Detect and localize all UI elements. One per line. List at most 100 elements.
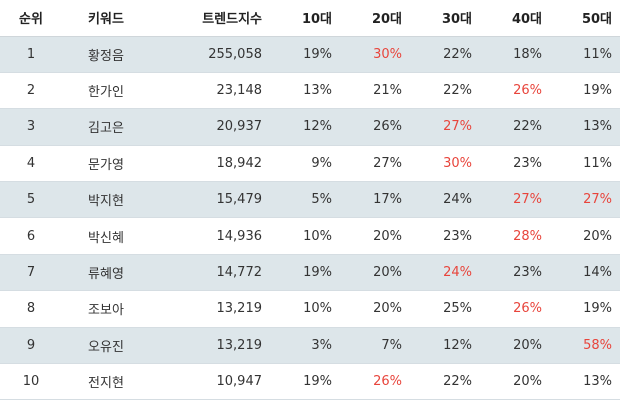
rank-cell: 3 — [0, 108, 62, 146]
trend-index-cell: 13,219 — [150, 290, 270, 328]
table-row: 1 황정음 255,058 19% 30% 22% 18% 11% — [0, 36, 620, 73]
age-40s-cell: 28% — [480, 217, 550, 255]
age-30s-cell: 12% — [410, 327, 480, 365]
rank-cell: 5 — [0, 181, 62, 219]
table-row: 6 박신혜 14,936 10% 20% 23% 28% 20% — [0, 217, 620, 255]
trend-index-cell: 23,148 — [150, 72, 270, 110]
trend-index-cell: 18,942 — [150, 145, 270, 183]
age-20s-cell: 21% — [340, 72, 410, 110]
table-row: 2 한가인 23,148 13% 21% 22% 26% 19% — [0, 72, 620, 110]
table-row: 4 문가영 18,942 9% 27% 30% 23% 11% — [0, 145, 620, 183]
age-30s-cell: 25% — [410, 290, 480, 328]
header-keyword: 키워드 — [62, 0, 150, 37]
age-30s-cell: 27% — [410, 108, 480, 146]
table-row: 9 오유진 13,219 3% 7% 12% 20% 58% — [0, 327, 620, 365]
age-20s-cell: 26% — [340, 108, 410, 146]
rank-cell: 9 — [0, 327, 62, 365]
header-trend-index: 트렌드지수 — [150, 0, 270, 37]
age-10s-cell: 12% — [270, 108, 340, 146]
age-10s-cell: 19% — [270, 254, 340, 292]
keyword-cell: 박신혜 — [62, 217, 150, 255]
trend-index-cell: 10,947 — [150, 363, 270, 400]
age-20s-cell: 26% — [340, 363, 410, 400]
age-40s-cell: 20% — [480, 327, 550, 365]
age-40s-cell: 23% — [480, 254, 550, 292]
table-row: 10 전지현 10,947 19% 26% 22% 20% 13% — [0, 363, 620, 400]
rank-cell: 8 — [0, 290, 62, 328]
age-30s-cell: 22% — [410, 72, 480, 110]
table-row: 3 김고은 20,937 12% 26% 27% 22% 13% — [0, 108, 620, 146]
keyword-cell: 문가영 — [62, 145, 150, 183]
age-50s-cell: 13% — [550, 363, 620, 400]
age-20s-cell: 17% — [340, 181, 410, 219]
age-10s-cell: 13% — [270, 72, 340, 110]
age-10s-cell: 9% — [270, 145, 340, 183]
header-age-40s: 40대 — [480, 0, 550, 37]
rank-cell: 4 — [0, 145, 62, 183]
age-30s-cell: 23% — [410, 217, 480, 255]
table-row: 7 류혜영 14,772 19% 20% 24% 23% 14% — [0, 254, 620, 292]
age-30s-cell: 24% — [410, 181, 480, 219]
age-50s-cell: 58% — [550, 327, 620, 365]
age-30s-cell: 22% — [410, 36, 480, 73]
trend-index-cell: 13,219 — [150, 327, 270, 365]
age-50s-cell: 11% — [550, 36, 620, 73]
age-20s-cell: 20% — [340, 290, 410, 328]
header-rank: 순위 — [0, 0, 62, 37]
rank-cell: 7 — [0, 254, 62, 292]
keyword-cell: 조보아 — [62, 290, 150, 328]
header-age-30s: 30대 — [410, 0, 480, 37]
header-age-20s: 20대 — [340, 0, 410, 37]
age-50s-cell: 13% — [550, 108, 620, 146]
age-40s-cell: 26% — [480, 72, 550, 110]
age-50s-cell: 27% — [550, 181, 620, 219]
age-50s-cell: 14% — [550, 254, 620, 292]
age-30s-cell: 22% — [410, 363, 480, 400]
rank-cell: 2 — [0, 72, 62, 110]
header-age-50s: 50대 — [550, 0, 620, 37]
age-20s-cell: 20% — [340, 217, 410, 255]
keyword-cell: 류혜영 — [62, 254, 150, 292]
keyword-cell: 전지현 — [62, 363, 150, 400]
trend-index-cell: 15,479 — [150, 181, 270, 219]
trend-index-cell: 14,772 — [150, 254, 270, 292]
age-10s-cell: 19% — [270, 363, 340, 400]
age-40s-cell: 20% — [480, 363, 550, 400]
age-10s-cell: 10% — [270, 217, 340, 255]
rank-cell: 6 — [0, 217, 62, 255]
age-40s-cell: 26% — [480, 290, 550, 328]
keyword-cell: 박지현 — [62, 181, 150, 219]
age-40s-cell: 27% — [480, 181, 550, 219]
age-50s-cell: 20% — [550, 217, 620, 255]
age-50s-cell: 19% — [550, 290, 620, 328]
keyword-cell: 김고은 — [62, 108, 150, 146]
keyword-cell: 한가인 — [62, 72, 150, 110]
age-30s-cell: 24% — [410, 254, 480, 292]
age-10s-cell: 5% — [270, 181, 340, 219]
age-50s-cell: 11% — [550, 145, 620, 183]
trend-index-cell: 20,937 — [150, 108, 270, 146]
age-40s-cell: 22% — [480, 108, 550, 146]
table-row: 8 조보아 13,219 10% 20% 25% 26% 19% — [0, 290, 620, 328]
table-row: 5 박지현 15,479 5% 17% 24% 27% 27% — [0, 181, 620, 219]
rank-cell: 1 — [0, 36, 62, 73]
trend-index-cell: 255,058 — [150, 36, 270, 73]
keyword-cell: 오유진 — [62, 327, 150, 365]
age-20s-cell: 27% — [340, 145, 410, 183]
age-40s-cell: 18% — [480, 36, 550, 73]
age-10s-cell: 3% — [270, 327, 340, 365]
header-age-10s: 10대 — [270, 0, 340, 37]
age-20s-cell: 7% — [340, 327, 410, 365]
header-row: 순위 키워드 트렌드지수 10대 20대 30대 40대 50대 — [0, 0, 620, 37]
rank-cell: 10 — [0, 363, 62, 400]
table-header: 순위 키워드 트렌드지수 10대 20대 30대 40대 50대 — [0, 0, 620, 37]
trend-index-cell: 14,936 — [150, 217, 270, 255]
age-40s-cell: 23% — [480, 145, 550, 183]
keyword-cell: 황정음 — [62, 36, 150, 73]
table-body: 1 황정음 255,058 19% 30% 22% 18% 11% 2 한가인 23,148 13% 2… — [0, 36, 620, 400]
age-10s-cell: 10% — [270, 290, 340, 328]
age-20s-cell: 20% — [340, 254, 410, 292]
age-10s-cell: 19% — [270, 36, 340, 73]
age-50s-cell: 19% — [550, 72, 620, 110]
